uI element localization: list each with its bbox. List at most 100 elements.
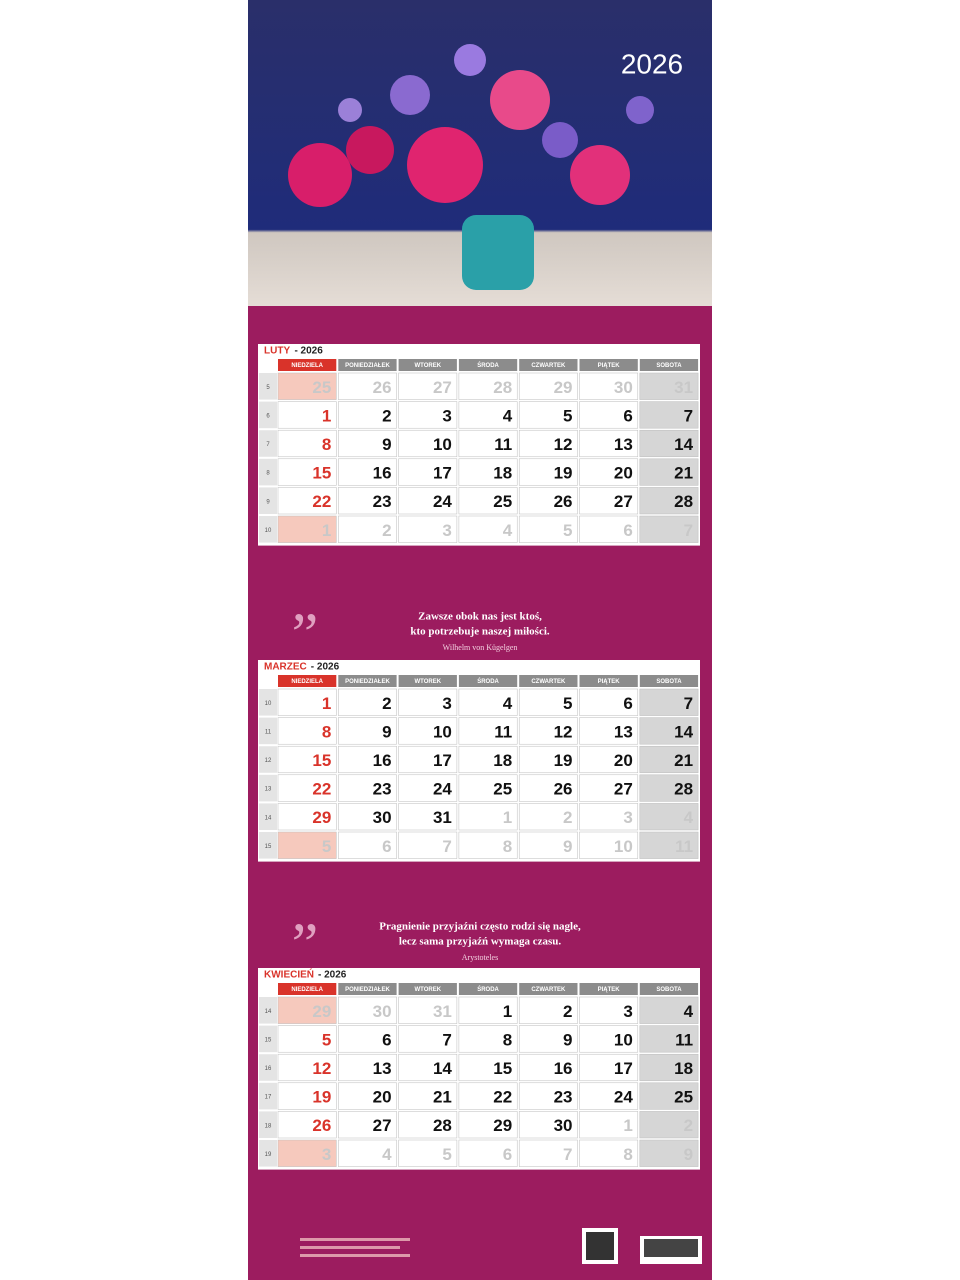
day-number: 27 (614, 492, 633, 511)
day-cell (277, 429, 337, 458)
weekday-cell (278, 675, 337, 687)
day-cell (518, 996, 578, 1024)
day-cell (518, 401, 578, 429)
day-cell (277, 717, 337, 745)
day-number: 30 (554, 1116, 573, 1135)
day-cell (338, 487, 397, 515)
day-number: 16 (554, 1059, 573, 1078)
day-cell (338, 429, 397, 458)
year: 2026 (621, 48, 683, 79)
day-number: 17 (614, 1059, 633, 1078)
day-number: 30 (373, 808, 392, 827)
day-cell (579, 1139, 639, 1167)
day-number: 5 (563, 521, 572, 540)
day-number: 1 (322, 521, 331, 540)
day-number: 9 (382, 722, 391, 741)
day-number: 20 (614, 464, 633, 483)
day-number: 8 (503, 837, 512, 856)
day-number: 18 (674, 1059, 693, 1078)
day-cell (579, 688, 639, 716)
day-cell (639, 1053, 699, 1082)
day-cell (639, 1025, 699, 1053)
day-number: 5 (563, 694, 572, 713)
day-cell (639, 803, 699, 831)
week-cell (259, 997, 277, 1024)
day-cell (277, 487, 337, 515)
week-number: 10 (265, 528, 272, 534)
day-cell (579, 458, 639, 486)
day-cell (398, 1139, 458, 1167)
day-cell (458, 774, 518, 802)
weekday: PONIEDZIAŁEK (345, 679, 390, 685)
day-cell (458, 831, 518, 859)
day-number: 12 (312, 1059, 331, 1078)
day-number: 7 (442, 837, 451, 856)
day-number: 4 (684, 1002, 694, 1021)
day-cell (639, 831, 699, 859)
day-number: 30 (614, 378, 633, 397)
day-cell (639, 774, 699, 802)
day-cell (458, 1111, 518, 1139)
day-number: 21 (433, 1088, 452, 1107)
day-cell (518, 688, 578, 716)
week-cell (259, 430, 277, 457)
day-cell (398, 401, 458, 429)
day-number: 2 (563, 808, 572, 827)
day-cell (277, 803, 337, 831)
day-number: 14 (674, 435, 693, 454)
day-number: 31 (433, 1002, 452, 1021)
week-cell (259, 774, 277, 802)
day-cell (458, 458, 518, 486)
day-number: 9 (563, 1030, 572, 1049)
day-number: 13 (614, 435, 633, 454)
day-cell (338, 1082, 397, 1110)
day-number: 28 (493, 378, 512, 397)
day-number: 15 (493, 1059, 512, 1078)
day-number: 7 (684, 694, 693, 713)
day-cell (398, 831, 458, 859)
day-number: 12 (554, 435, 573, 454)
weekday: CZWARTEK (531, 987, 566, 993)
week-cell (259, 717, 277, 745)
day-cell (579, 745, 639, 774)
day-number: 8 (322, 722, 331, 741)
month-title: KWIECIEŃ (264, 968, 314, 981)
day-number: 11 (494, 722, 512, 741)
weekday-cell (579, 359, 638, 371)
day-cell (458, 515, 518, 543)
day-number: 17 (433, 751, 452, 770)
week-cell (259, 1140, 277, 1167)
day-cell (458, 372, 518, 400)
day-cell (277, 515, 337, 543)
day-number: 28 (674, 492, 693, 511)
weekday-cell (639, 359, 699, 371)
week-number: 14 (265, 815, 272, 821)
week-cell (259, 458, 277, 486)
weekday-cell (519, 359, 578, 371)
weekday-cell (398, 359, 457, 371)
day-number: 22 (312, 492, 331, 511)
day-cell (338, 372, 397, 400)
weekday: ŚRODA (477, 678, 499, 685)
day-number: 6 (623, 406, 632, 425)
day-cell (338, 688, 397, 716)
day-cell (579, 372, 639, 400)
day-cell (579, 803, 639, 831)
day-number: 29 (312, 1002, 331, 1021)
day-cell (398, 1025, 458, 1053)
day-cell (639, 745, 699, 774)
day-number: 2 (563, 1002, 572, 1021)
day-cell (277, 831, 337, 859)
day-number: 4 (503, 406, 513, 425)
day-number: 2 (684, 1116, 693, 1135)
day-cell (579, 1053, 639, 1082)
day-number: 24 (614, 1088, 633, 1107)
day-number: 30 (373, 1002, 392, 1021)
day-cell (398, 803, 458, 831)
day-cell (338, 996, 397, 1024)
day-number: 21 (674, 751, 693, 770)
day-cell (579, 1082, 639, 1110)
weekday: NIEDZIELA (291, 363, 323, 369)
day-cell (518, 745, 578, 774)
month-title: LUTY (264, 346, 290, 357)
